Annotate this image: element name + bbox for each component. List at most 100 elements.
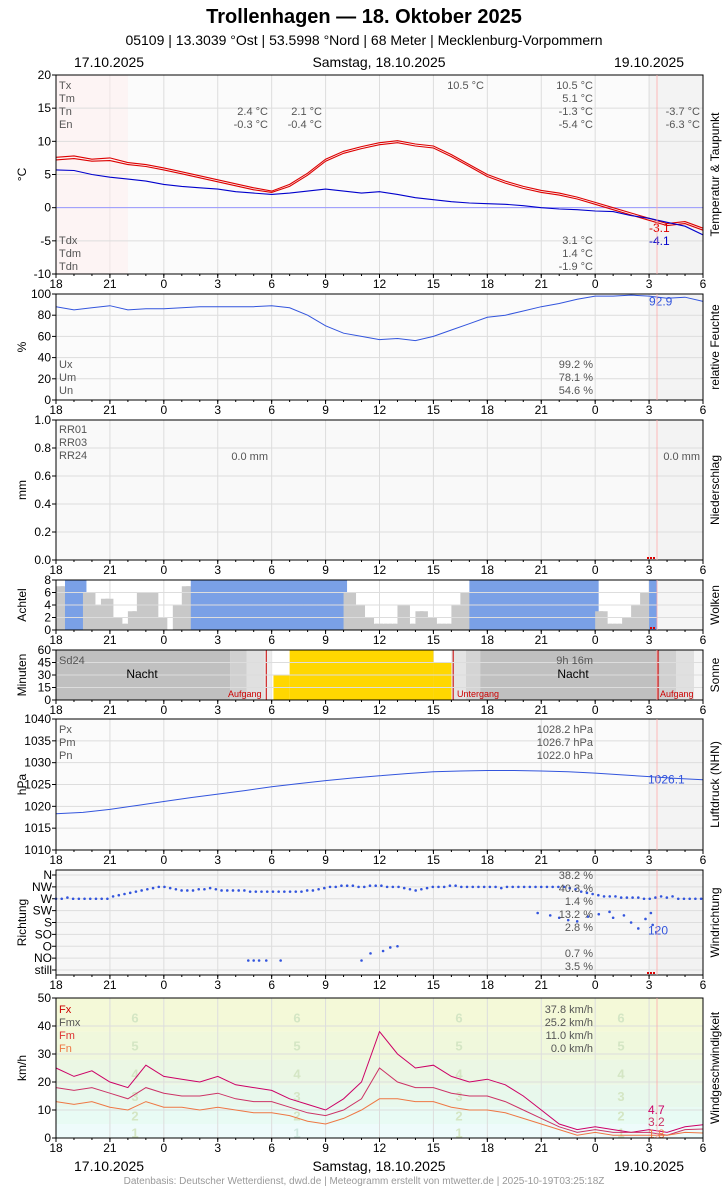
press-xtick-label: 6 — [268, 853, 275, 867]
temp-xtick-label: 3 — [646, 277, 653, 291]
cloud-bar — [159, 617, 168, 630]
cloud-bar — [56, 586, 64, 630]
wind-bft-label: 4 — [455, 1067, 463, 1082]
temp-stat-value: 10.5 °C — [447, 80, 484, 92]
wdir-point — [311, 889, 315, 892]
cloud-bar — [136, 592, 145, 630]
wdir-stat-value: 13.2 % — [559, 909, 593, 921]
wdir-point — [659, 895, 663, 898]
rain-xtick-label: 0 — [160, 563, 167, 577]
cloud-bar — [383, 623, 392, 630]
hum-ytick-label: 0 — [44, 393, 51, 407]
temp-ytick-label: 15 — [38, 101, 52, 115]
wdir-ytick-label: SO — [35, 927, 52, 941]
sun-xtick-label: 9 — [322, 703, 329, 717]
cloud-bar — [105, 598, 114, 630]
sun-xtick-label: 18 — [481, 703, 495, 717]
wdir-point — [368, 884, 372, 887]
press-stat-label: Pm — [59, 737, 76, 749]
wdir-point — [186, 889, 189, 892]
wdir-point — [522, 885, 526, 889]
temp-xtick-label: 3 — [214, 277, 221, 291]
sun-xtick-label: 18 — [49, 703, 63, 717]
wdir-marker — [650, 972, 652, 974]
wind-bft-label: 2 — [293, 1109, 300, 1124]
temp-stat-value: -5.4 °C — [559, 119, 593, 131]
wdir-point — [252, 959, 255, 962]
sun-sunset-label: Untergang — [457, 689, 499, 699]
wind-bft-label: 5 — [617, 1039, 624, 1054]
cloud-bar — [375, 623, 383, 630]
wdir-point — [294, 890, 298, 893]
wind-xtick-label: 18 — [49, 1141, 63, 1155]
rain-xtick-label: 18 — [49, 563, 63, 577]
wdir-point — [271, 890, 275, 893]
wdir-point — [357, 885, 360, 889]
cloud-bar — [640, 592, 649, 630]
temp-stat-value: -1.3 °C — [559, 106, 593, 118]
wdir-point — [283, 890, 286, 893]
temp-xtick-label: 12 — [373, 277, 387, 291]
wdir-stat-value: 40.3 % — [559, 883, 593, 895]
rain-xtick-label: 0 — [592, 563, 599, 577]
date-left-bottom: 17.10.2025 — [74, 1158, 145, 1174]
wind-ylabel: km/h — [15, 1055, 29, 1081]
wind-side-label: Windgeschwindigkeit — [708, 1011, 722, 1124]
rain-ytick-label: 0.4 — [34, 497, 51, 511]
cloud-bar — [127, 611, 136, 630]
wdir-stat-value: 2.8 % — [565, 922, 593, 934]
cloud-marker — [650, 627, 652, 629]
cloud-bar — [141, 592, 150, 630]
hum-xtick-label: 6 — [700, 403, 707, 417]
hum-last-value: 92.9 — [649, 295, 673, 309]
wdir-point — [568, 886, 572, 890]
rain-xtick-label: 9 — [322, 563, 329, 577]
wdir-point — [585, 891, 589, 895]
rain-ytick-label: 1.0 — [34, 413, 51, 427]
wdir-point — [128, 891, 132, 895]
wdir-point — [477, 885, 480, 889]
hum-stat-value: 54.6 % — [559, 385, 593, 397]
wdir-point — [140, 889, 143, 892]
wdir-point — [619, 896, 623, 899]
wdir-point — [575, 920, 579, 923]
wdir-point — [442, 885, 446, 889]
wind-bft-label: 2 — [617, 1109, 624, 1124]
sun-xtick-label: 12 — [373, 703, 387, 717]
sun-xtick-label: 0 — [160, 703, 167, 717]
wdir-ytick-label: S — [44, 916, 52, 930]
wdir-ytick-label: NO — [34, 951, 52, 965]
sun-xtick-label: 3 — [646, 703, 653, 717]
press-stat-label: Pn — [59, 750, 72, 762]
wdir-point — [334, 885, 338, 889]
sun-ytick-label: 30 — [38, 668, 52, 682]
temp-stat-value: -1.9 °C — [559, 261, 593, 273]
press-stat-value: 1022.0 hPa — [537, 750, 594, 762]
cloud-bar — [388, 623, 397, 630]
wdir-point — [651, 923, 654, 927]
cloud-xtick-label: 15 — [427, 633, 441, 647]
cloud-marker — [653, 627, 655, 629]
wind-xtick-label: 3 — [646, 1141, 653, 1155]
cloud-bar — [150, 592, 159, 630]
hum-xtick-label: 0 — [592, 403, 599, 417]
wdir-point — [460, 885, 463, 889]
cloud-bar — [82, 592, 91, 630]
date-center-bottom: Samstag, 18.10.2025 — [312, 1158, 446, 1174]
wdir-point — [557, 885, 560, 889]
wdir-xtick-label: 0 — [160, 978, 167, 992]
cloud-bar — [361, 617, 370, 630]
wind-bft-label: 3 — [455, 1089, 462, 1104]
wind-xtick-label: 18 — [481, 1141, 495, 1155]
temp-stat-label: Tdm — [59, 248, 81, 260]
cloud-bar — [186, 586, 195, 630]
wdir-point — [505, 885, 509, 889]
wdir-point — [644, 917, 647, 921]
wdir-xtick-label: 18 — [481, 978, 495, 992]
press-xtick-label: 6 — [700, 853, 707, 867]
wind-bft-label: 4 — [131, 1067, 139, 1082]
wdir-marker — [653, 972, 655, 974]
rain-xtick-label: 21 — [103, 563, 117, 577]
temp-side-label: Temperatur & Taupunkt — [708, 112, 722, 237]
temp-stat-value: -0.4 °C — [288, 119, 322, 131]
